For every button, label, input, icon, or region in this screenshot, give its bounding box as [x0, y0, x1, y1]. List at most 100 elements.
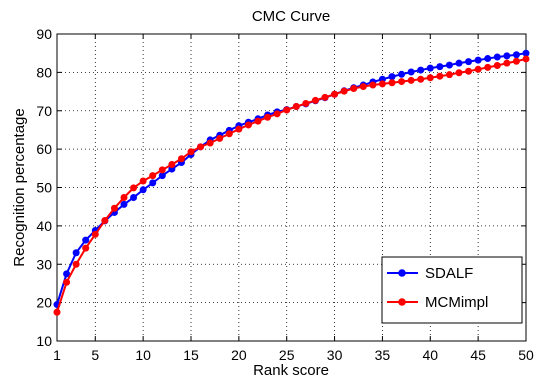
data-point: [63, 278, 71, 286]
y-tick-label: 80: [36, 64, 52, 80]
x-tick-label: 25: [279, 347, 295, 363]
data-point: [82, 236, 90, 244]
y-axis-label: Recognition percentage: [11, 108, 28, 266]
data-point: [110, 204, 118, 212]
data-point: [273, 110, 281, 118]
data-point: [455, 69, 463, 77]
data-point: [130, 184, 138, 192]
data-point: [512, 57, 520, 65]
data-point: [187, 148, 195, 156]
data-point: [158, 166, 166, 174]
data-point: [149, 172, 157, 180]
data-point: [493, 61, 501, 69]
x-tick-label: 10: [135, 347, 151, 363]
y-tick-label: 50: [36, 180, 52, 196]
data-point: [493, 53, 501, 61]
data-point: [369, 81, 377, 89]
data-point: [417, 75, 425, 83]
data-point: [120, 200, 128, 208]
data-point: [407, 68, 415, 76]
data-point: [426, 74, 434, 82]
legend-box: [381, 256, 523, 324]
data-point: [91, 230, 99, 238]
data-point: [168, 160, 176, 168]
x-tick-label: 15: [183, 347, 199, 363]
data-point: [388, 73, 396, 81]
data-point: [130, 193, 138, 201]
data-point: [359, 83, 367, 91]
data-point: [225, 130, 233, 138]
legend: SDALF MCMimpl: [381, 256, 523, 324]
data-point: [139, 177, 147, 185]
data-point: [264, 113, 272, 121]
data-point: [503, 52, 511, 60]
data-point: [120, 193, 128, 201]
x-tick-label: 40: [422, 347, 438, 363]
data-point: [436, 63, 444, 71]
data-point: [283, 106, 291, 114]
data-point: [206, 139, 214, 147]
y-tick-label: 30: [36, 256, 52, 272]
y-tick-label: 70: [36, 103, 52, 119]
data-point: [398, 70, 406, 78]
data-point: [484, 55, 492, 63]
x-tick-label: 1: [53, 347, 61, 363]
data-point: [465, 58, 473, 66]
data-point: [522, 49, 530, 57]
legend-label-mcmimpl: MCMimpl: [425, 294, 488, 311]
data-point: [340, 87, 348, 95]
x-tick-label: 5: [91, 347, 99, 363]
data-point: [82, 244, 90, 252]
data-point: [149, 179, 157, 187]
data-point: [484, 63, 492, 71]
data-point: [244, 121, 252, 129]
data-point: [426, 64, 434, 72]
y-tick-label: 40: [36, 218, 52, 234]
legend-label-sdalf: SDALF: [425, 265, 473, 282]
data-point: [503, 59, 511, 67]
x-axis-label: Rank score: [253, 362, 329, 379]
data-point: [158, 172, 166, 180]
data-point: [474, 65, 482, 73]
data-point: [321, 93, 329, 101]
x-tick-label: 45: [470, 347, 486, 363]
chart-title: CMC Curve: [252, 8, 330, 25]
data-point: [436, 72, 444, 80]
series-mcmimpl: [53, 55, 530, 316]
data-point: [72, 260, 80, 268]
data-point: [101, 217, 109, 225]
data-point: [254, 117, 262, 125]
data-point: [455, 59, 463, 67]
data-point: [465, 67, 473, 75]
x-tick-label: 50: [518, 347, 534, 363]
data-point: [417, 66, 425, 74]
data-point: [445, 71, 453, 79]
data-point: [302, 99, 310, 107]
y-tick-label: 10: [36, 333, 52, 349]
data-point: [350, 84, 358, 92]
y-tick-label: 20: [36, 295, 52, 311]
data-point: [53, 308, 61, 316]
data-point: [474, 56, 482, 64]
data-point: [72, 249, 80, 257]
legend-marker-sdalf: [398, 269, 406, 277]
data-point: [139, 186, 147, 194]
data-point: [378, 80, 386, 88]
data-point: [197, 143, 205, 151]
data-point: [522, 55, 530, 63]
data-point: [331, 90, 339, 98]
data-point: [292, 103, 300, 111]
data-point: [235, 125, 243, 133]
x-tick-label: 30: [327, 347, 343, 363]
x-tick-label: 35: [375, 347, 391, 363]
data-point: [216, 134, 224, 142]
data-point: [445, 61, 453, 69]
data-point: [398, 78, 406, 86]
data-point: [407, 76, 415, 84]
legend-marker-mcmimpl: [398, 298, 406, 306]
data-point: [512, 51, 520, 59]
data-point: [311, 96, 319, 104]
